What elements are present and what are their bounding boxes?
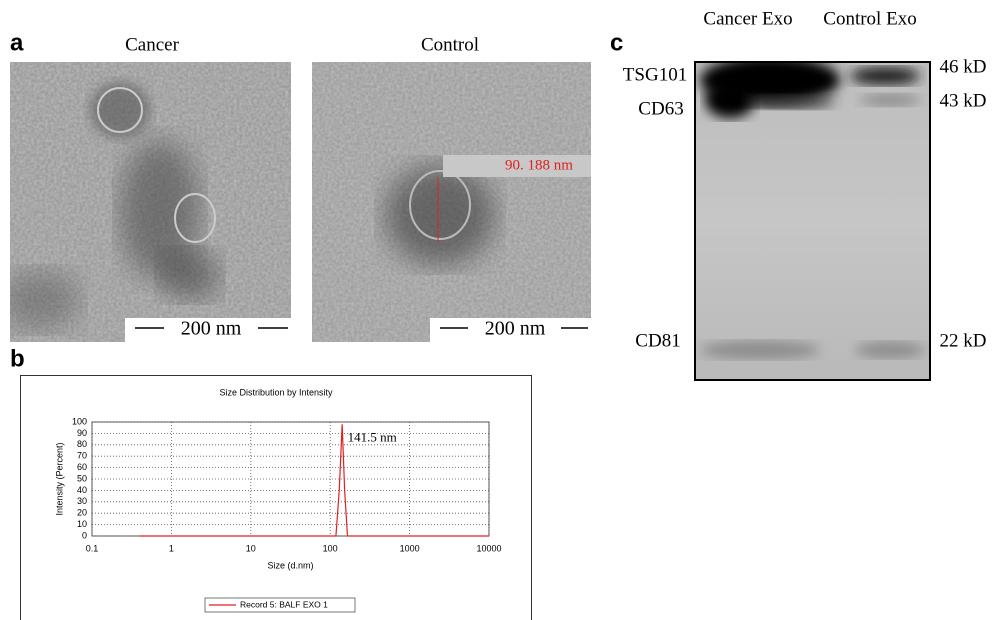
chart-title: Size Distribution by Intensity (219, 387, 333, 397)
panel-label: c (610, 29, 623, 56)
lane-label: Control Exo (823, 8, 916, 29)
y-tick-label: 10 (77, 519, 87, 529)
y-tick-label: 30 (77, 496, 87, 506)
y-tick-label: 100 (72, 416, 87, 426)
tem-image (312, 62, 591, 342)
y-tick-label: 90 (77, 428, 87, 438)
tem-image (10, 62, 291, 342)
annotation: 141.5 nm (348, 429, 397, 444)
image-title: Cancer (125, 34, 179, 55)
x-tick-label: 10000 (476, 543, 501, 553)
x-tick-label: 100 (323, 543, 338, 553)
y-tick-label: 40 (77, 485, 87, 495)
blot-frame (694, 61, 931, 381)
y-tick-label: 0 (82, 530, 87, 540)
measurement-label: 90. 188 nm (505, 157, 573, 173)
x-tick-label: 1000 (400, 543, 420, 553)
x-tick-label: 10 (246, 543, 256, 553)
scale-bar-label: 200 nm (181, 318, 242, 340)
legend-box (204, 597, 356, 613)
chart: Size Distribution by Intensity Intensity … (54, 387, 502, 613)
image-title: Control (421, 34, 479, 55)
y-tick-label: 80 (77, 439, 87, 449)
band-size: 22 kD (940, 330, 987, 351)
panel-label: a (10, 29, 24, 56)
band-label: CD81 (635, 330, 680, 351)
lane-label: Cancer Exo (703, 8, 792, 29)
x-tick-label: 1 (169, 543, 174, 553)
blot-image (695, 62, 930, 380)
x-tick-label: 0.1 (86, 543, 99, 553)
legend-label: Record 5: BALF EXO 1 (240, 599, 328, 609)
band-size: 43 kD (940, 90, 987, 111)
band-label: CD63 (638, 98, 683, 119)
y-tick-label: 70 (77, 451, 87, 461)
y-tick-label: 20 (77, 508, 87, 518)
y-tick-label: 50 (77, 473, 87, 483)
data-line (139, 424, 489, 537)
y-tick-label: 60 (77, 462, 87, 472)
band-label: TSG101 (623, 64, 687, 85)
y-axis-label: Intensity (Percent) (54, 442, 64, 515)
scale-bar-label: 200 nm (485, 318, 546, 340)
band-size: 46 kD (940, 56, 987, 77)
panel-label: b (10, 345, 25, 372)
chart-frame (20, 375, 532, 620)
x-axis-label: Size (d.nm) (267, 560, 313, 570)
